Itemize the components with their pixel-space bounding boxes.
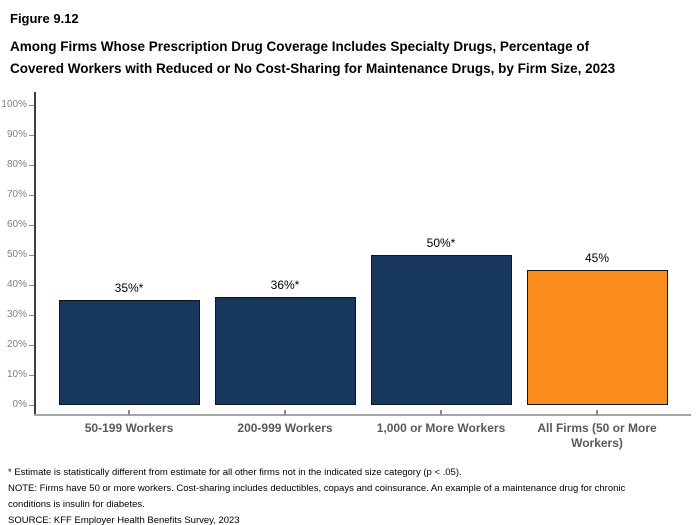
y-axis-tick xyxy=(29,345,34,346)
x-axis-category-label: 200-999 Workers xyxy=(237,421,333,435)
y-axis-tick-label: 10% xyxy=(6,369,27,380)
y-axis-tick-label: 0% xyxy=(12,399,27,410)
y-axis-tick xyxy=(29,405,34,406)
y-axis-tick xyxy=(29,165,34,166)
footnote-source: SOURCE: KFF Employer Health Benefits Sur… xyxy=(8,515,240,525)
y-axis-tick-label: 60% xyxy=(6,219,27,230)
bar-value-label: 35%* xyxy=(114,281,144,295)
x-axis-tick xyxy=(440,410,442,415)
footnote-significance: * Estimate is statistically different fr… xyxy=(8,467,462,478)
x-axis-tick xyxy=(128,410,130,415)
bar-1 xyxy=(58,300,200,405)
y-axis-tick xyxy=(29,285,34,286)
bar-2 xyxy=(214,297,356,405)
x-axis-line xyxy=(34,414,691,416)
chart-title-line-2: Covered Workers with Reduced or No Cost-… xyxy=(10,61,616,76)
x-axis-tick xyxy=(284,410,286,415)
y-axis-tick xyxy=(29,315,34,316)
y-axis-tick-label: 40% xyxy=(6,279,27,290)
figure-number: Figure 9.12 xyxy=(10,11,79,26)
x-axis-category-label: 50-199 Workers xyxy=(84,421,174,435)
y-axis-tick-label: 30% xyxy=(6,309,27,320)
chart-title-line-1: Among Firms Whose Prescription Drug Cove… xyxy=(10,39,590,54)
y-axis-tick-label: 80% xyxy=(6,159,27,170)
y-axis-tick-label: 70% xyxy=(6,189,27,200)
y-axis-tick xyxy=(29,255,34,256)
bar-3 xyxy=(370,255,512,405)
bar-4 xyxy=(526,270,668,405)
x-axis-category-label: All Firms (50 or More Workers) xyxy=(537,421,657,450)
y-axis-tick-label: 90% xyxy=(6,129,27,140)
y-axis-line xyxy=(34,92,36,416)
chart-footnotes: * Estimate is statistically different fr… xyxy=(8,465,656,525)
chart-header: Figure 9.12 Among Firms Whose Prescripti… xyxy=(10,10,694,80)
y-axis-tick-label: 100% xyxy=(1,99,27,110)
y-axis-tick xyxy=(29,105,34,106)
bar-value-label: 50%* xyxy=(426,236,456,250)
y-axis-tick xyxy=(29,375,34,376)
x-axis-tick xyxy=(596,410,598,415)
y-axis-tick-label: 50% xyxy=(6,249,27,260)
bar-value-label: 45% xyxy=(584,251,610,265)
y-axis-tick xyxy=(29,135,34,136)
y-axis-tick xyxy=(29,225,34,226)
bar-value-label: 36%* xyxy=(270,278,300,292)
x-axis-category-label: 1,000 or More Workers xyxy=(376,421,506,435)
y-axis-tick-label: 20% xyxy=(6,339,27,350)
footnote-note: NOTE: Firms have 50 or more workers. Cos… xyxy=(8,483,626,510)
y-axis-tick xyxy=(29,195,34,196)
